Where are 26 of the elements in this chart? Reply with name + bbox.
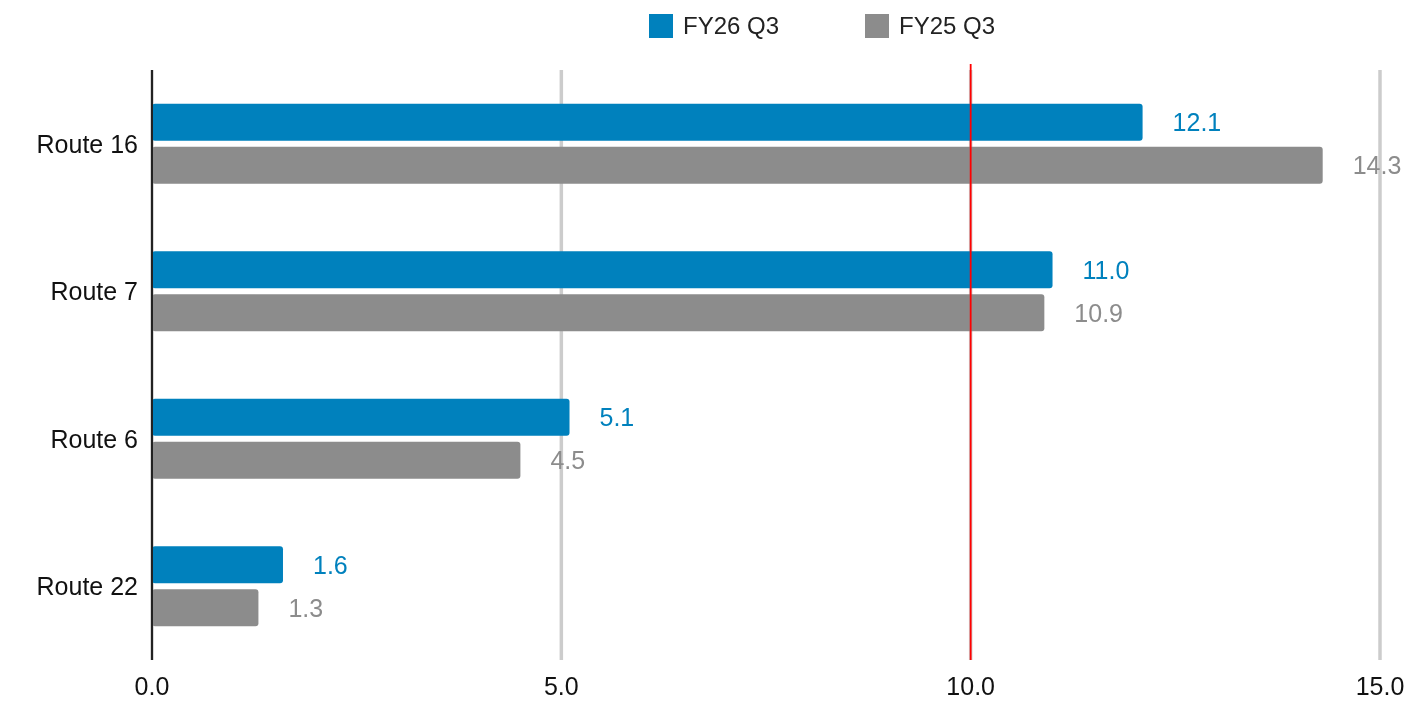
bar	[152, 251, 1053, 289]
bar	[152, 441, 521, 479]
legend-label: FY25 Q3	[899, 12, 996, 39]
text: 12.1	[1172, 108, 1222, 137]
bar	[152, 103, 1143, 141]
text: 11.0	[1082, 255, 1130, 284]
bar	[152, 589, 259, 627]
x-tick-label: 15.0	[1355, 672, 1405, 700]
x-tick-label: 0.0	[134, 672, 170, 700]
legend-label: FY26 Q3	[683, 12, 780, 39]
y-tick-label: Route 22	[36, 572, 138, 601]
y-tick-label: Route 7	[50, 277, 138, 306]
text: 14.3	[1352, 151, 1402, 180]
x-tick-label: 10.0	[946, 672, 995, 700]
bar	[152, 398, 570, 436]
bar	[152, 146, 1323, 184]
text: 1.3	[288, 593, 324, 622]
bar	[152, 546, 283, 584]
text: 4.5	[550, 446, 586, 475]
text: 1.6	[312, 550, 348, 579]
text: 10.9	[1074, 298, 1124, 327]
y-tick-label: Route 6	[50, 424, 138, 453]
y-tick-label: Route 16	[36, 129, 138, 158]
text: 5.1	[599, 403, 635, 432]
bar	[152, 294, 1045, 332]
x-tick-label: 5.0	[543, 672, 579, 700]
